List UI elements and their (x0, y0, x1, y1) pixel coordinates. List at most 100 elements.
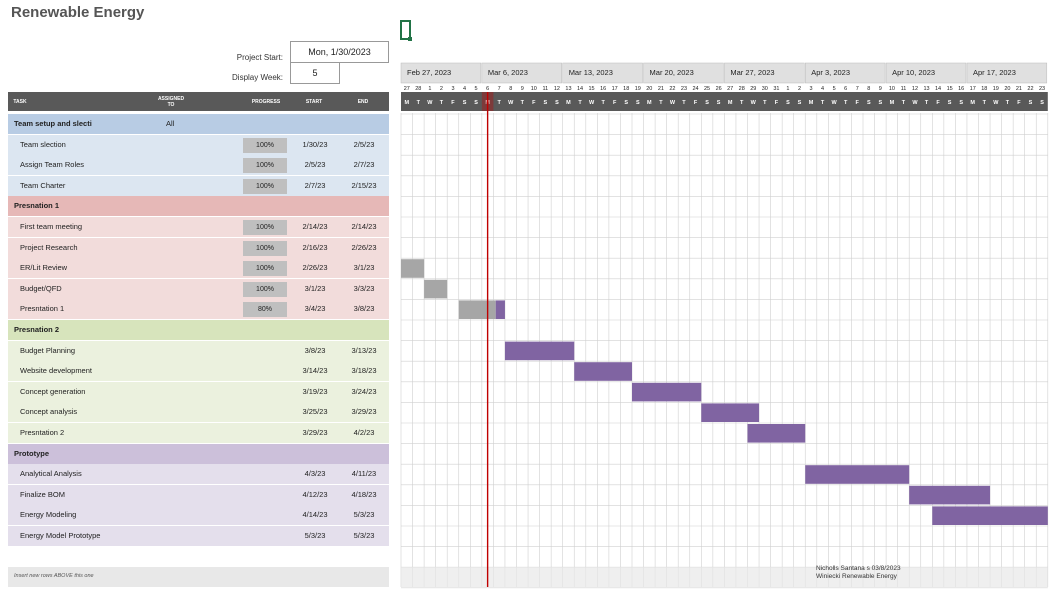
task-start: 4/14/23 (302, 510, 328, 520)
task-end: 5/3/23 (353, 531, 375, 540)
day-number: 5 (833, 86, 836, 92)
day-number: 11 (901, 86, 907, 92)
task-end: 3/1/23 (353, 263, 375, 273)
day-number: 16 (958, 86, 964, 92)
credit-line-1: Nicholls Santana s 03/8/2023 (816, 565, 901, 572)
task-end: 2/14/23 (351, 222, 377, 231)
task-row[interactable]: Presntation 1 80% 3/4/23 3/8/23 (8, 299, 389, 320)
day-number: 12 (912, 86, 918, 92)
week-label: Apr 3, 2023 (811, 68, 850, 77)
task-end: 3/8/23 (353, 304, 375, 314)
task-end: 5/3/23 (353, 510, 375, 520)
day-letter: F (775, 100, 779, 106)
task-row[interactable]: Project Research 100% 2/16/23 2/26/23 (8, 237, 389, 258)
day-letter: S (959, 100, 963, 106)
phase-row[interactable]: Team setup and slecti All (8, 114, 389, 134)
phase-row[interactable]: Presnation 1 (8, 196, 389, 217)
task-bar-remaining (747, 424, 806, 443)
task-start: 3/8/23 (304, 345, 326, 355)
phase-row[interactable]: Presnation 2 (8, 320, 389, 340)
task-row[interactable]: Energy Modeling 4/14/23 5/3/23 (8, 505, 389, 526)
week-label: Apr 10, 2023 (892, 68, 935, 77)
task-row[interactable]: Analytical Analysis 4/3/23 4/11/23 (8, 464, 389, 485)
display-week-input[interactable]: 5 (290, 62, 340, 84)
task-bar-remaining (504, 341, 575, 361)
day-letter: S (474, 100, 478, 106)
day-letter: T (763, 100, 767, 106)
day-number: 19 (993, 86, 999, 92)
day-letter: S (624, 100, 628, 106)
task-bar-done (401, 259, 425, 278)
week-header (562, 62, 643, 84)
day-letter: T (902, 100, 906, 106)
task-row[interactable]: Team slection 100% 1/30/23 2/5/23 (8, 134, 389, 155)
task-bar-remaining (805, 465, 910, 484)
task-progress: 100% (243, 137, 287, 153)
day-number: 27 (404, 86, 410, 92)
day-number: 17 (970, 86, 976, 92)
task-name: Energy Modeling (20, 510, 77, 520)
day-number: 25 (704, 86, 710, 92)
insert-note: Insert new rows ABOVE this one (14, 573, 94, 579)
task-row[interactable]: Budget Planning 3/8/23 3/13/23 (8, 340, 389, 361)
sheet-title: Renewable Energy (11, 4, 145, 21)
day-number: 3 (809, 86, 812, 92)
day-number: 27 (727, 86, 733, 92)
task-end: 4/11/23 (351, 469, 377, 479)
day-letter: F (1017, 100, 1021, 106)
day-number: 29 (750, 86, 756, 92)
week-header (966, 62, 1048, 84)
day-letter: T (417, 100, 421, 106)
day-number: 18 (623, 86, 629, 92)
day-number: 1 (428, 86, 431, 92)
task-bar-remaining (495, 300, 505, 319)
day-number: 14 (935, 86, 941, 92)
task-name: Website development (20, 366, 92, 376)
task-row[interactable]: First team meeting 100% 2/14/23 2/14/23 (8, 217, 389, 237)
day-letter: W (912, 100, 918, 106)
day-letter: M (566, 100, 571, 106)
day-number: 6 (486, 86, 489, 92)
task-row[interactable]: Team Charter 100% 2/7/23 2/15/23 (8, 175, 389, 196)
credit-text: Nicholls Santana s 03/8/2023 Winiecki Re… (816, 565, 901, 581)
day-number: 14 (577, 86, 583, 92)
day-letter: F (451, 100, 455, 106)
day-number: 15 (947, 86, 953, 92)
task-row[interactable]: Presntation 2 3/29/23 4/2/23 (8, 423, 389, 443)
task-row[interactable]: Website development 3/14/23 3/18/23 (8, 361, 389, 382)
day-letter: T (844, 100, 848, 106)
day-letter: S (463, 100, 467, 106)
day-letter: T (601, 100, 605, 106)
task-name: Budget/QFD (20, 283, 62, 293)
phase-name: Presnation 1 (14, 201, 60, 211)
phase-row[interactable]: Prototype (8, 443, 389, 464)
task-row[interactable]: Budget/QFD 100% 3/1/23 3/3/23 (8, 278, 389, 299)
day-number: 21 (1016, 86, 1022, 92)
day-number: 7 (856, 86, 859, 92)
day-letter: F (936, 100, 940, 106)
task-name: Presntation 2 (20, 428, 65, 437)
task-row[interactable]: Concept analysis 3/25/23 3/29/23 (8, 402, 389, 423)
task-name: Team slection (20, 139, 66, 149)
day-letter: S (878, 100, 882, 106)
day-number: 15 (589, 86, 595, 92)
task-row[interactable]: Energy Model Prototype 5/3/23 5/3/23 (8, 526, 389, 546)
task-row[interactable]: ER/Lit Review 100% 2/26/23 3/1/23 (8, 258, 389, 279)
progress-column-header: PROGRESS (251, 98, 281, 105)
task-start: 3/25/23 (302, 407, 328, 417)
day-number: 13 (565, 86, 571, 92)
day-letter: T (1006, 100, 1010, 106)
task-start: 2/16/23 (302, 242, 328, 252)
task-name: Assign Team Roles (20, 160, 85, 170)
task-end: 3/13/23 (351, 345, 377, 355)
task-row[interactable]: Finalize BOM 4/12/23 4/18/23 (8, 484, 389, 505)
task-bar-remaining (932, 506, 1048, 525)
day-number: 28 (739, 86, 745, 92)
phase-assigned: All (166, 119, 175, 128)
task-name: Concept generation (20, 386, 86, 396)
task-row[interactable]: Concept generation 3/19/23 3/24/23 (8, 381, 389, 402)
task-row[interactable]: Assign Team Roles 100% 2/5/23 2/7/23 (8, 155, 389, 176)
day-letter: S (948, 100, 952, 106)
task-start: 5/3/23 (304, 531, 326, 540)
